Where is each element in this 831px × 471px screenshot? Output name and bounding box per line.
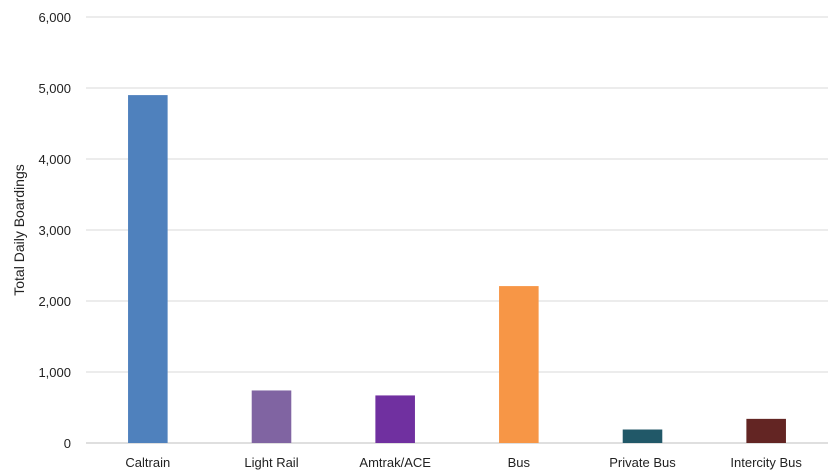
x-category-label: Amtrak/ACE: [359, 455, 431, 470]
y-tick-label: 6,000: [38, 10, 71, 25]
x-category-label: Private Bus: [609, 455, 676, 470]
bar-caltrain: [128, 95, 168, 443]
y-axis-title: Total Daily Boardings: [11, 164, 27, 296]
y-tick-label: 4,000: [38, 152, 71, 167]
y-tick-label: 1,000: [38, 365, 71, 380]
y-tick-label: 5,000: [38, 81, 71, 96]
x-category-label: Bus: [508, 455, 531, 470]
bar-bus: [499, 286, 539, 443]
bars: [128, 95, 786, 443]
y-tick-label: 3,000: [38, 223, 71, 238]
x-axis-category-labels: Caltrain Light Rail Amtrak/ACE Bus Private B…: [125, 455, 802, 470]
gridlines: [86, 16, 828, 444]
y-tick-label: 2,000: [38, 294, 71, 309]
y-tick-label: 0: [64, 436, 71, 451]
x-category-label: Intercity Bus: [730, 455, 802, 470]
x-category-label: Caltrain: [125, 455, 170, 470]
y-axis-tick-labels: 0 1,000 2,000 3,000 4,000 5,000 6,000: [38, 10, 71, 451]
bar-amtrak-ace: [375, 395, 415, 443]
bar-private-bus: [622, 429, 663, 443]
bar-light-rail: [251, 390, 292, 443]
x-category-label: Light Rail: [244, 455, 298, 470]
bar-intercity-bus: [746, 418, 786, 443]
